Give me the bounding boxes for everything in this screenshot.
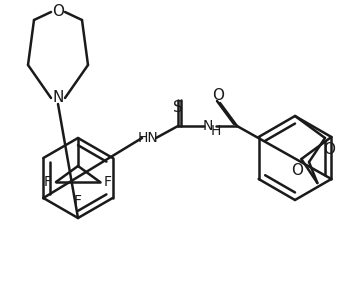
Text: F: F [104, 175, 112, 189]
Text: H: H [211, 124, 221, 138]
Text: N: N [203, 119, 213, 133]
Text: O: O [323, 142, 335, 157]
Text: HN: HN [137, 131, 158, 145]
Text: F: F [44, 175, 52, 189]
Text: O: O [292, 164, 303, 178]
Text: S: S [173, 100, 183, 116]
Text: F: F [74, 194, 82, 208]
Text: N: N [52, 91, 64, 105]
Text: O: O [52, 4, 64, 20]
Text: O: O [212, 88, 224, 102]
